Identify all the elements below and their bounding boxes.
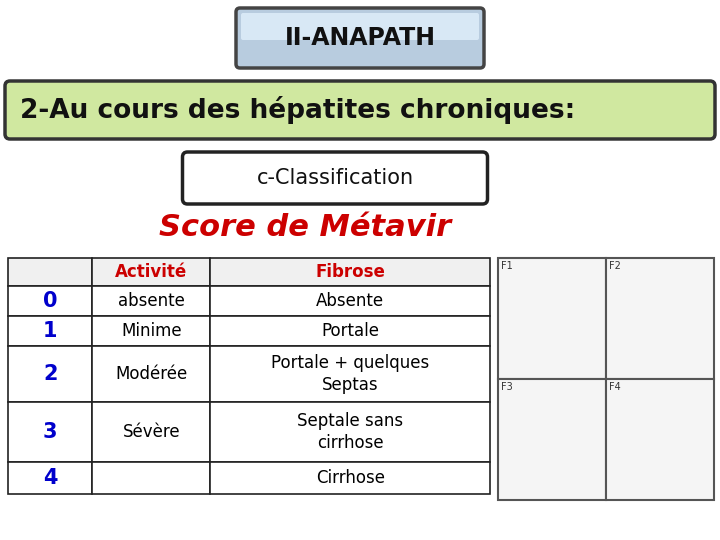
Bar <box>498 258 606 379</box>
FancyBboxPatch shape <box>182 152 487 204</box>
Text: Portale + quelques
Septas: Portale + quelques Septas <box>271 354 429 394</box>
Bar <box>498 379 606 500</box>
Text: Sévère: Sévère <box>122 423 180 441</box>
Bar <box>8 316 92 346</box>
Text: Minime: Minime <box>121 322 181 340</box>
Bar <box>8 346 92 402</box>
Bar <box>210 402 490 462</box>
Bar <box>210 286 490 316</box>
Text: Cirrhose: Cirrhose <box>316 469 384 487</box>
Text: 2: 2 <box>43 364 58 384</box>
Text: Absente: Absente <box>316 292 384 310</box>
Text: Portale: Portale <box>321 322 379 340</box>
Bar <box>92 286 210 316</box>
Bar <box>210 258 490 286</box>
Text: F1: F1 <box>501 261 513 271</box>
Bar <box>92 258 210 286</box>
Bar <box>8 286 92 316</box>
Bar <box>8 462 92 494</box>
Bar <box>210 462 490 494</box>
FancyBboxPatch shape <box>236 8 484 68</box>
Text: 1: 1 <box>43 321 58 341</box>
Text: Septale sans
cirrhose: Septale sans cirrhose <box>297 412 403 452</box>
Bar <box>92 316 210 346</box>
Bar <box>8 258 92 286</box>
Text: 4: 4 <box>43 468 58 488</box>
Bar <box>92 346 210 402</box>
Text: Modérée: Modérée <box>115 365 187 383</box>
Text: Fibrose: Fibrose <box>315 263 385 281</box>
Text: F4: F4 <box>609 382 621 392</box>
Text: Score de Métavir: Score de Métavir <box>159 213 451 242</box>
Bar <box>210 316 490 346</box>
Text: 3: 3 <box>43 422 58 442</box>
Bar <box>606 258 714 379</box>
Text: F3: F3 <box>501 382 513 392</box>
Bar <box>8 402 92 462</box>
Text: Activité: Activité <box>115 263 187 281</box>
Text: F2: F2 <box>609 261 621 271</box>
Bar <box>210 346 490 402</box>
Text: absente: absente <box>118 292 185 310</box>
Text: c-Classification: c-Classification <box>256 168 413 188</box>
FancyBboxPatch shape <box>5 81 715 139</box>
Text: 2-Au cours des hépatites chroniques:: 2-Au cours des hépatites chroniques: <box>20 96 575 124</box>
FancyBboxPatch shape <box>241 13 479 40</box>
Bar <box>606 379 714 500</box>
Bar <box>92 462 210 494</box>
Text: II-ANAPATH: II-ANAPATH <box>284 26 436 50</box>
Bar <box>92 402 210 462</box>
Text: 0: 0 <box>43 291 58 311</box>
